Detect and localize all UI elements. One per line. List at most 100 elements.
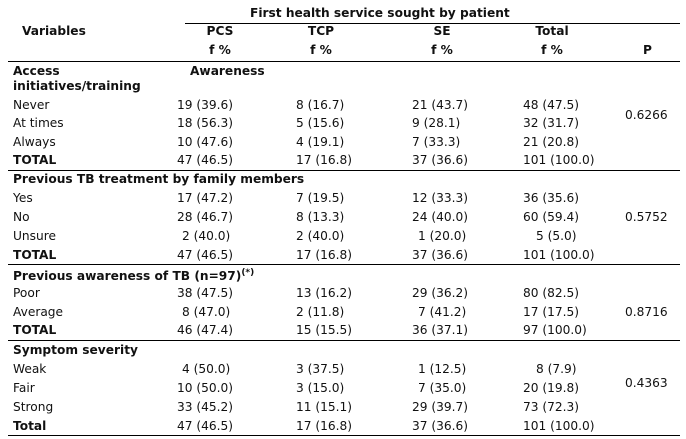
cell-se: 7 (41.2) <box>418 305 467 319</box>
cell-pcs: 47 (46.5) <box>177 248 234 262</box>
cell-tcp: 17 (16.8) <box>296 419 353 433</box>
cell-total: 80 (82.5) <box>523 286 580 300</box>
row-label-total: TOTAL <box>13 323 57 337</box>
cell-total: 20 (19.8) <box>523 381 580 395</box>
cell-pcs: 2 (40.0) <box>182 229 231 243</box>
section-title: Previous TB treatment by family members <box>13 172 305 186</box>
cell-total: 32 (31.7) <box>523 116 580 130</box>
row-label: Poor <box>13 286 40 300</box>
row-label-total: Total <box>13 419 47 433</box>
cell-total: 101 (100.0) <box>523 419 595 433</box>
col-unit-pcs: f % <box>209 43 231 57</box>
variables-header: Variables <box>22 24 86 38</box>
cell-total: 60 (59.4) <box>523 210 580 224</box>
row-label: Yes <box>13 191 33 205</box>
section-title: Symptom severity <box>13 343 138 357</box>
cell-total: 97 (100.0) <box>523 323 587 337</box>
cell-se: 37 (36.6) <box>412 419 469 433</box>
cell-tcp: 3 (37.5) <box>296 362 345 376</box>
cell-pcs: 10 (50.0) <box>177 381 234 395</box>
p-value: 0.6266 <box>625 108 668 122</box>
table-bottom-border <box>8 435 680 436</box>
cell-tcp: 15 (15.5) <box>296 323 353 337</box>
cell-total: 5 (5.0) <box>536 229 577 243</box>
col-header-pcs: PCS <box>206 24 234 38</box>
col-header-se: SE <box>433 24 451 38</box>
cell-pcs: 47 (46.5) <box>177 419 234 433</box>
cell-tcp: 13 (16.2) <box>296 286 353 300</box>
cell-pcs: 10 (47.6) <box>177 135 234 149</box>
cell-pcs: 33 (45.2) <box>177 400 234 414</box>
p-value: 0.5752 <box>625 210 668 224</box>
group-title: First health service sought by patient <box>250 6 510 20</box>
section-divider <box>8 340 680 341</box>
row-label: At times <box>13 116 64 130</box>
cell-se: 36 (37.1) <box>412 323 469 337</box>
section-title: Previous awareness of TB (n=97)(*) <box>13 266 254 283</box>
p-value: 0.8716 <box>625 305 668 319</box>
cell-se: 1 (12.5) <box>418 362 467 376</box>
p-header: P <box>643 43 652 57</box>
cell-se: 12 (33.3) <box>412 191 469 205</box>
cell-pcs: 47 (46.5) <box>177 153 234 167</box>
cell-pcs: 46 (47.4) <box>177 323 234 337</box>
cell-total: 36 (35.6) <box>523 191 580 205</box>
cell-se: 7 (35.0) <box>418 381 467 395</box>
cell-total: 21 (20.8) <box>523 135 580 149</box>
section-title: Access <box>13 64 60 78</box>
col-unit-tcp: f % <box>310 43 332 57</box>
cell-total: 101 (100.0) <box>523 248 595 262</box>
row-label: Weak <box>13 362 47 376</box>
cell-pcs: 38 (47.5) <box>177 286 234 300</box>
p-value: 0.4363 <box>625 376 668 390</box>
cell-tcp: 2 (40.0) <box>296 229 345 243</box>
cell-pcs: 17 (47.2) <box>177 191 234 205</box>
cell-pcs: 8 (47.0) <box>182 305 231 319</box>
section-divider <box>8 170 680 171</box>
cell-se: 9 (28.1) <box>412 116 461 130</box>
cell-tcp: 8 (13.3) <box>296 210 345 224</box>
row-label-total: TOTAL <box>13 153 57 167</box>
cell-total: 8 (7.9) <box>536 362 577 376</box>
cell-total: 48 (47.5) <box>523 98 580 112</box>
cell-se: 21 (43.7) <box>412 98 469 112</box>
cell-pcs: 28 (46.7) <box>177 210 234 224</box>
cell-tcp: 8 (16.7) <box>296 98 345 112</box>
row-label: Fair <box>13 381 35 395</box>
cell-se: 29 (39.7) <box>412 400 469 414</box>
row-label: No <box>13 210 30 224</box>
cell-pcs: 19 (39.6) <box>177 98 234 112</box>
cell-total: 17 (17.5) <box>523 305 580 319</box>
cell-se: 7 (33.3) <box>412 135 461 149</box>
section-divider <box>8 264 680 265</box>
col-header-tcp: TCP <box>307 24 335 38</box>
cell-total: 73 (72.3) <box>523 400 580 414</box>
cell-tcp: 11 (15.1) <box>296 400 353 414</box>
cell-se: 37 (36.6) <box>412 153 469 167</box>
row-label: Never <box>13 98 50 112</box>
cell-se: 24 (40.0) <box>412 210 469 224</box>
section-title-line2: initiatives/training <box>13 79 141 93</box>
cell-tcp: 5 (15.6) <box>296 116 345 130</box>
row-label: Strong <box>13 400 54 414</box>
section-title-sup: (*) <box>241 268 255 278</box>
cell-tcp: 3 (15.0) <box>296 381 345 395</box>
row-label: Unsure <box>13 229 56 243</box>
row-label: Average <box>13 305 64 319</box>
row-label-total: TOTAL <box>13 248 57 262</box>
col-header-total: Total <box>535 24 569 38</box>
cell-pcs: 18 (56.3) <box>177 116 234 130</box>
cell-pcs: 4 (50.0) <box>182 362 231 376</box>
cell-tcp: 17 (16.8) <box>296 248 353 262</box>
section-title-text: Previous awareness of TB (n=97) <box>13 269 242 284</box>
cell-tcp: 2 (11.8) <box>296 305 345 319</box>
cell-total: 101 (100.0) <box>523 153 595 167</box>
row-label: Always <box>13 135 56 149</box>
cell-se: 37 (36.6) <box>412 248 469 262</box>
cell-tcp: 4 (19.1) <box>296 135 345 149</box>
cell-tcp: 17 (16.8) <box>296 153 353 167</box>
section-subtitle: Awareness <box>190 64 265 78</box>
col-unit-total: f % <box>541 43 563 57</box>
header-divider <box>185 23 680 24</box>
col-unit-se: f % <box>431 43 453 57</box>
